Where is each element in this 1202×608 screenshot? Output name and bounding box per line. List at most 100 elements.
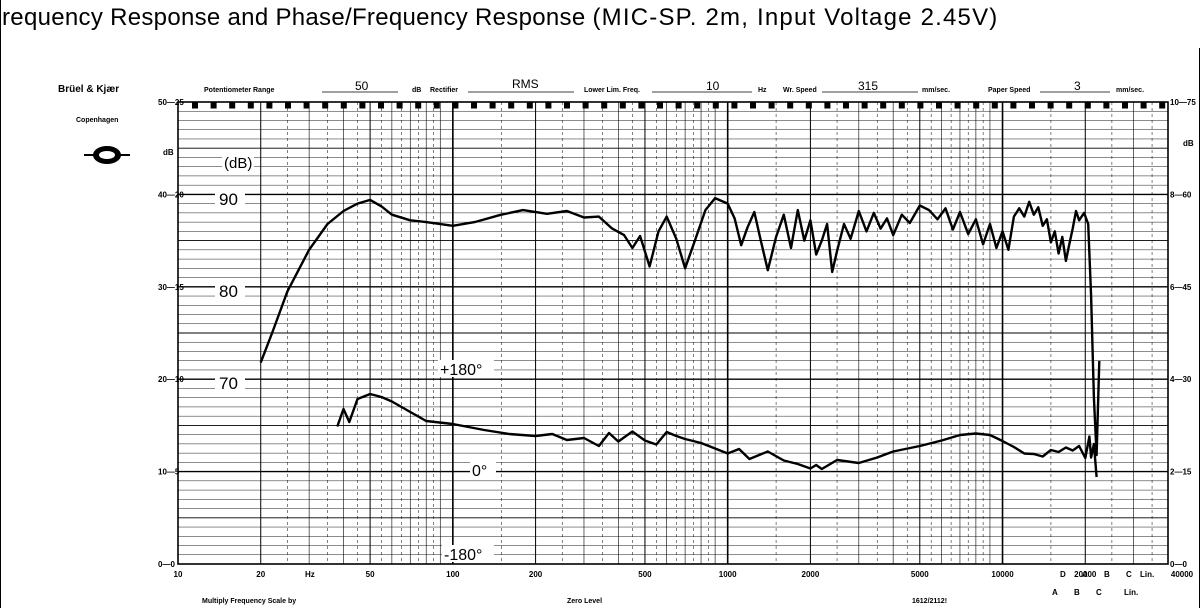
lin-label: Lin. bbox=[1140, 570, 1154, 579]
x-tick-label: 500 bbox=[638, 570, 652, 579]
x-tick-label: 20 bbox=[256, 570, 265, 579]
weighting-label-footer: C bbox=[1096, 588, 1102, 597]
right-scale-label: 6—45 bbox=[1170, 283, 1192, 292]
sprocket-hole bbox=[619, 101, 626, 109]
x-tick-label: 40000 bbox=[1171, 570, 1194, 579]
annotation-level-90: 90 bbox=[219, 190, 238, 209]
weighting-label-footer: B bbox=[1074, 588, 1080, 597]
sprocket-hole bbox=[787, 101, 794, 109]
right-scale-label: 2—15 bbox=[1170, 468, 1192, 477]
potentiometer-label: Potentiometer Range bbox=[204, 87, 275, 94]
phase-curve bbox=[336, 392, 1098, 478]
weighting-label: A bbox=[1082, 570, 1088, 579]
sprocket-hole bbox=[303, 101, 310, 109]
sprocket-hole bbox=[210, 101, 217, 109]
sprocket-hole bbox=[1066, 101, 1073, 109]
sprocket-hole bbox=[898, 101, 905, 109]
chart-title-main: requency Response and Phase/Frequency Re… bbox=[2, 4, 586, 31]
sprocket-hole bbox=[489, 101, 496, 109]
chart-code: 1612/2112! bbox=[912, 598, 947, 605]
annotation-unit-bg bbox=[222, 154, 254, 170]
sprocket-hole bbox=[359, 101, 366, 109]
annotations: (dB) 90 80 70 +180° 0° -180° bbox=[215, 154, 496, 564]
multiply-frequency-label: Multiply Frequency Scale by bbox=[202, 598, 296, 605]
sprocket-hole bbox=[452, 101, 459, 109]
sprocket-hole bbox=[1010, 101, 1017, 109]
paper-sprocket-holes bbox=[192, 101, 1166, 109]
x-tick-label: 20000 bbox=[1074, 570, 1097, 579]
sprocket-hole bbox=[247, 101, 254, 109]
sprocket-hole bbox=[731, 101, 738, 109]
lower-freq-value: 10 bbox=[706, 79, 720, 93]
weighting-label-footer: A bbox=[1052, 588, 1058, 597]
right-scale-unit: dB bbox=[1183, 139, 1194, 148]
paper-speed-value: 3 bbox=[1074, 79, 1081, 93]
sprocket-hole bbox=[545, 101, 552, 109]
x-tick-label: 200 bbox=[529, 570, 543, 579]
right-scale-label: 0—0 bbox=[1170, 560, 1187, 569]
left-scale-unit: dB bbox=[163, 148, 174, 157]
sprocket-hole bbox=[340, 101, 347, 109]
x-tick-label: 50 bbox=[366, 570, 375, 579]
sprocket-hole bbox=[991, 101, 998, 109]
left-scale-label: 40—20 bbox=[158, 190, 184, 199]
rectifier-label: Rectifier bbox=[430, 87, 458, 94]
sprocket-hole bbox=[973, 101, 980, 109]
annotation-phase-plus: +180° bbox=[440, 362, 482, 379]
sprocket-hole bbox=[880, 101, 887, 109]
weighting-labels: D A B CA B C bbox=[1052, 570, 1132, 597]
sprocket-hole bbox=[285, 101, 291, 109]
lower-freq-label: Lower Lim. Freq. bbox=[584, 87, 640, 94]
lower-freq-unit: Hz bbox=[758, 87, 767, 94]
sprocket-hole bbox=[861, 101, 868, 109]
lin-label-footer: Lin. bbox=[1124, 588, 1138, 597]
left-scale: 50—25 40—20 30—15 20—10 10—5 0—0 bbox=[158, 98, 184, 569]
chart-title: requency Response and Phase/Frequency Re… bbox=[2, 4, 998, 32]
weighting-label: B bbox=[1104, 570, 1110, 579]
sprocket-hole bbox=[1103, 101, 1110, 109]
right-scale-label: 8—60 bbox=[1170, 190, 1192, 199]
left-scale-label: 0—0 bbox=[158, 560, 175, 569]
sprocket-hole bbox=[508, 101, 515, 109]
sprocket-hole bbox=[675, 101, 682, 109]
x-tick-label: 2000 bbox=[802, 570, 820, 579]
right-scale-label: 4—30 bbox=[1170, 375, 1192, 384]
sprocket-hole bbox=[1159, 101, 1166, 109]
x-axis-unit-hz: Hz bbox=[305, 570, 315, 579]
sprocket-hole bbox=[954, 101, 961, 109]
sprocket-hole bbox=[843, 101, 849, 109]
sprocket-hole bbox=[917, 101, 924, 109]
annotation-80-bg bbox=[215, 283, 245, 299]
rectifier-value: RMS bbox=[512, 77, 539, 91]
sprocket-hole bbox=[471, 101, 477, 109]
sprocket-hole bbox=[768, 101, 775, 109]
x-tick-label: 100 bbox=[446, 570, 460, 579]
page-border-left bbox=[0, 0, 1, 608]
sprocket-hole bbox=[322, 101, 329, 109]
right-scale-label: 10—75 bbox=[1170, 98, 1196, 107]
sprocket-hole bbox=[601, 101, 608, 109]
chart-title-sub: (MIC-SP. 2m, Input Voltage 2.45V) bbox=[592, 4, 999, 31]
sprocket-hole bbox=[192, 101, 198, 109]
sprocket-hole bbox=[805, 101, 812, 109]
sprocket-hole bbox=[694, 101, 701, 109]
annotation-phase-zero: 0° bbox=[472, 463, 487, 480]
sprocket-hole bbox=[396, 101, 403, 109]
x-axis-tick-labels: 10 20 50 100 200 500 1000 2000 5000 10000 20000 400… bbox=[174, 570, 1194, 579]
zero-level-label: Zero Level bbox=[567, 598, 602, 605]
left-scale-label: 30—15 bbox=[158, 283, 184, 292]
annotation-phase-zero-bg bbox=[470, 461, 496, 478]
sprocket-hole bbox=[824, 101, 831, 109]
brand-city: Copenhagen bbox=[76, 117, 118, 124]
sprocket-hole bbox=[564, 101, 570, 109]
paper-speed-unit: mm/sec. bbox=[1116, 87, 1144, 94]
sprocket-hole bbox=[433, 101, 440, 109]
right-scale: 10—75 8—60 6—45 4—30 2—15 0—0 bbox=[1170, 98, 1196, 569]
annotation-level-70: 70 bbox=[219, 374, 238, 393]
x-tick-label: 10000 bbox=[991, 570, 1014, 579]
potentiometer-value: 50 bbox=[355, 79, 369, 93]
sprocket-hole bbox=[712, 101, 719, 109]
sprocket-hole bbox=[1122, 101, 1128, 109]
annotation-level-80: 80 bbox=[219, 282, 238, 301]
